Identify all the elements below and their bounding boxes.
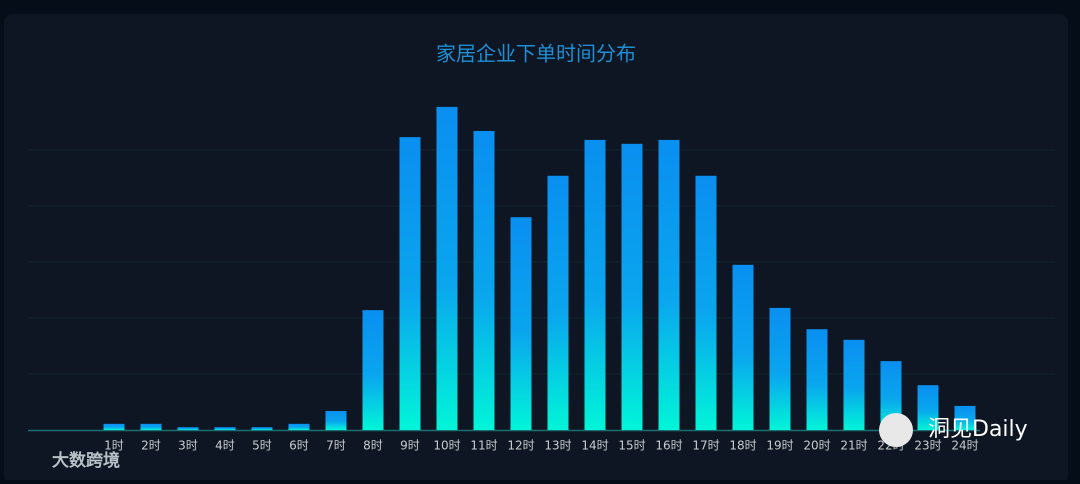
x-tick-label: 16时 bbox=[655, 439, 682, 453]
x-tick-label: 2时 bbox=[141, 439, 161, 453]
bar bbox=[288, 423, 310, 430]
x-tick-label: 20时 bbox=[803, 439, 830, 453]
bar bbox=[732, 264, 754, 430]
x-tick-label: 23时 bbox=[914, 439, 941, 453]
bar bbox=[362, 310, 384, 430]
panel bbox=[4, 14, 1068, 484]
x-tick-label: 14时 bbox=[581, 439, 608, 453]
bar bbox=[917, 385, 939, 430]
x-tick-label: 13时 bbox=[544, 439, 571, 453]
bar bbox=[510, 217, 532, 430]
bar bbox=[547, 175, 569, 430]
x-tick-label: 6时 bbox=[289, 439, 309, 453]
bar bbox=[177, 427, 199, 430]
bar bbox=[621, 143, 643, 430]
x-tick-label: 15时 bbox=[618, 439, 645, 453]
x-tick-label: 4时 bbox=[215, 439, 235, 453]
bar bbox=[695, 175, 717, 430]
bar bbox=[325, 410, 347, 430]
bar bbox=[140, 423, 162, 430]
bar bbox=[843, 339, 865, 430]
bar bbox=[473, 130, 495, 430]
x-tick-label: 10时 bbox=[433, 439, 460, 453]
wechat-icon bbox=[879, 413, 913, 447]
x-tick-label: 11时 bbox=[470, 439, 497, 453]
bar bbox=[214, 427, 236, 430]
bar bbox=[584, 139, 606, 431]
bar bbox=[658, 139, 680, 431]
bar bbox=[436, 106, 458, 430]
bar bbox=[251, 427, 273, 430]
watermark: 洞见Daily bbox=[928, 417, 1028, 442]
bar bbox=[103, 423, 125, 430]
x-tick-label: 5时 bbox=[252, 439, 272, 453]
x-tick-label: 21时 bbox=[840, 439, 867, 453]
x-tick-label: 1时 bbox=[104, 439, 124, 453]
chart-title: 家居企业下单时间分布 bbox=[436, 42, 636, 66]
x-tick-label: 18时 bbox=[729, 439, 756, 453]
bar bbox=[880, 361, 902, 430]
x-tick-label: 8时 bbox=[363, 439, 383, 453]
bar bbox=[399, 137, 421, 430]
x-tick-label: 17时 bbox=[692, 439, 719, 453]
x-tick-label: 7时 bbox=[326, 439, 346, 453]
x-tick-label: 3时 bbox=[178, 439, 198, 453]
bar bbox=[806, 329, 828, 430]
x-tick-label: 19时 bbox=[766, 439, 793, 453]
bar bbox=[954, 405, 976, 430]
x-tick-label: 9时 bbox=[400, 439, 420, 453]
bar bbox=[769, 307, 791, 430]
x-tick-label: 12时 bbox=[507, 439, 534, 453]
watermark: 大数跨境 bbox=[52, 450, 120, 471]
x-tick-label: 24时 bbox=[951, 439, 978, 453]
